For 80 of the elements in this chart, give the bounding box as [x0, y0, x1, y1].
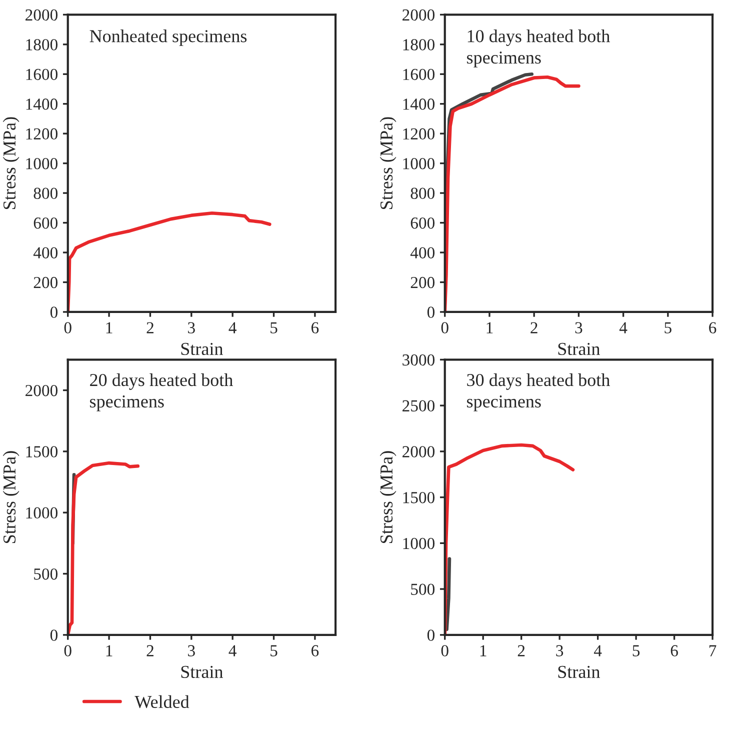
y-tick-label: 1800 — [403, 39, 434, 50]
x-tick-label: 6 — [670, 645, 678, 656]
x-tick-label: 5 — [270, 645, 278, 656]
line-series — [68, 211, 272, 312]
y-axis-title: Stress (MPa) — [2, 117, 20, 209]
x-tick-label: 3 — [556, 645, 564, 656]
y-tick-label: 1600 — [26, 68, 58, 80]
x-tick-label: 3 — [575, 322, 582, 334]
y-tick-label: 600 — [34, 217, 58, 229]
y-tick-label: 400 — [33, 247, 58, 258]
annotation: 20 days heated both specimens — [90, 373, 233, 412]
y-tick-label: 1200 — [403, 128, 434, 140]
y-tick-label: 0 — [50, 630, 58, 641]
line-series — [68, 461, 140, 635]
x-tick-label: 4 — [228, 322, 236, 334]
line-series — [444, 75, 580, 312]
x-tick-label: 0 — [64, 645, 72, 656]
y-tick-label: 800 — [410, 188, 434, 199]
x-tick-label: 0 — [64, 322, 72, 334]
y-tick-label: 600 — [410, 217, 434, 229]
y-axis-title: Stress (MPa) — [380, 117, 396, 209]
y-tick-label: 1400 — [26, 98, 58, 110]
y-tick-label: 2000 — [26, 9, 58, 21]
x-tick-label: 2 — [146, 645, 154, 656]
y-tick-label: 500 — [34, 568, 58, 580]
x-tick-label: 1 — [106, 322, 112, 334]
x-tick-label: 4 — [594, 645, 602, 656]
y-tick-label: 2500 — [402, 400, 434, 412]
y-tick-label: 200 — [34, 276, 58, 288]
annotation: 30 days heated both specimens — [467, 373, 610, 412]
y-tick-label: 1000 — [26, 158, 58, 170]
y-tick-label: 1600 — [403, 68, 434, 80]
x-tick-label: 5 — [270, 322, 278, 334]
y-tick-label: 2000 — [26, 384, 58, 396]
y-tick-label: 2000 — [402, 446, 434, 458]
x-tick-label: 1 — [106, 645, 112, 656]
x-tick-label: 2 — [518, 645, 525, 656]
y-tick-label: 0 — [427, 306, 434, 318]
x-tick-label: 3 — [188, 645, 195, 656]
y-tick-label: 2000 — [402, 9, 434, 21]
y-tick-label: 3000 — [402, 354, 434, 366]
x-tick-label: 2 — [146, 322, 154, 334]
y-tick-label: 1800 — [26, 39, 58, 50]
line-series — [444, 443, 575, 635]
y-tick-label: 0 — [50, 306, 58, 318]
x-tick-label: 1 — [486, 322, 493, 334]
x-tick-label: 2 — [530, 322, 538, 334]
y-tick-label: 1000 — [403, 158, 434, 170]
x-tick-label: 1 — [480, 645, 486, 656]
x-axis-title: Strain — [181, 666, 223, 678]
x-axis-title: Strain — [181, 342, 223, 356]
y-tick-label: 500 — [411, 584, 434, 595]
annotation: 10 days heated both specimens — [467, 30, 610, 68]
y-tick-label: 1200 — [26, 128, 58, 140]
x-tick-label: 4 — [619, 322, 628, 334]
y-tick-label: 1500 — [403, 492, 434, 504]
x-tick-label: 6 — [311, 645, 319, 656]
y-tick-label: 1400 — [403, 98, 434, 110]
y-tick-label: 1000 — [403, 538, 434, 550]
x-tick-label: 5 — [664, 322, 672, 334]
x-axis-title: Strain — [558, 342, 600, 356]
y-axis-title: Stress (MPa) — [380, 451, 396, 543]
x-tick-label: 0 — [441, 645, 448, 656]
x-tick-label: 6 — [311, 322, 319, 334]
y-tick-label: 400 — [410, 247, 434, 258]
y-tick-label: 200 — [410, 276, 434, 288]
x-tick-label: 5 — [632, 645, 640, 656]
y-tick-label: 1000 — [26, 507, 58, 519]
x-axis-title: Strain — [558, 666, 600, 678]
x-tick-label: 0 — [441, 322, 448, 334]
y-tick-label: 800 — [34, 188, 58, 199]
legend-label: Welded — [134, 695, 190, 708]
y-tick-label: 1500 — [26, 446, 58, 458]
x-tick-label: 3 — [188, 322, 195, 334]
y-tick-label: 0 — [427, 630, 434, 641]
y-axis-title: Stress (MPa) — [2, 451, 20, 543]
x-tick-label: 7 — [709, 645, 716, 656]
x-tick-label: 6 — [709, 322, 716, 334]
x-tick-label: 4 — [228, 645, 236, 656]
annotation: Nonheated specimens — [90, 30, 247, 46]
